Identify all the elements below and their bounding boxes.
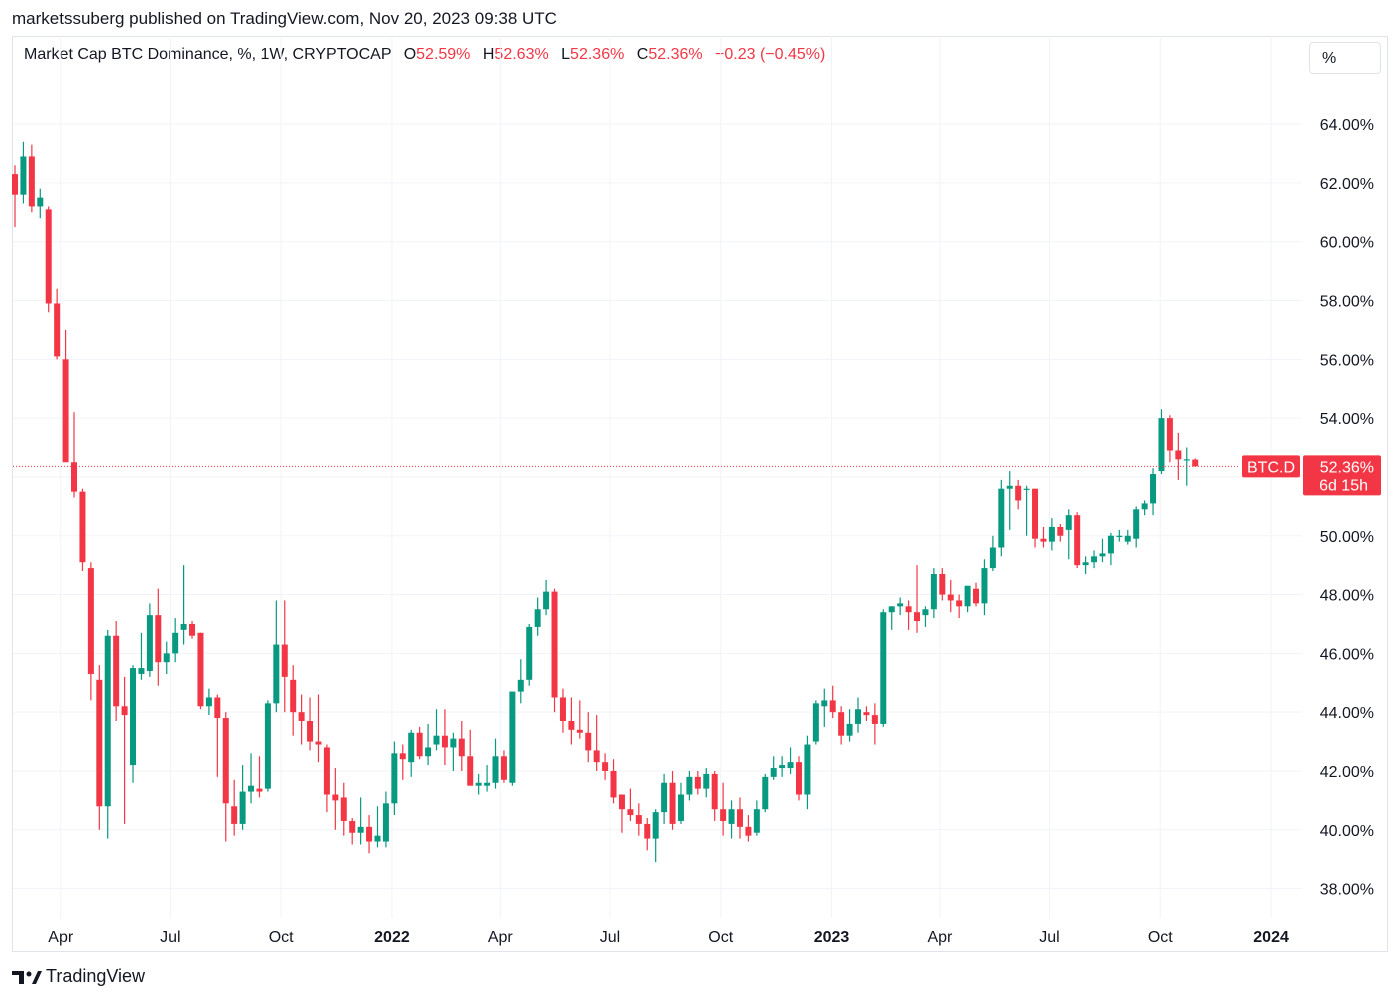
- open-label: O: [403, 46, 417, 63]
- symbol-name[interactable]: Market Cap BTC Dominance, %, 1W, CRYPTOC…: [24, 46, 392, 63]
- change-value: −0.23 (−0.45%): [715, 46, 826, 63]
- symbol-legend: Market Cap BTC Dominance, %, 1W, CRYPTOC…: [24, 46, 825, 64]
- publisher-line: marketssuberg published on TradingView.c…: [12, 9, 557, 28]
- tradingview-logo-icon: [12, 970, 42, 984]
- high-value: 52.63%: [494, 46, 549, 63]
- open-value: 52.59%: [416, 46, 471, 63]
- high-label: H: [482, 46, 495, 63]
- tradingview-footer[interactable]: TradingView: [12, 966, 145, 987]
- chart-frame: [12, 36, 1388, 952]
- close-label: C: [636, 46, 649, 63]
- percent-scale-button[interactable]: %: [1309, 42, 1381, 74]
- low-label: L: [561, 46, 571, 63]
- footer-brand: TradingView: [46, 966, 146, 986]
- low-value: 52.36%: [570, 46, 625, 63]
- close-value: 52.36%: [648, 46, 703, 63]
